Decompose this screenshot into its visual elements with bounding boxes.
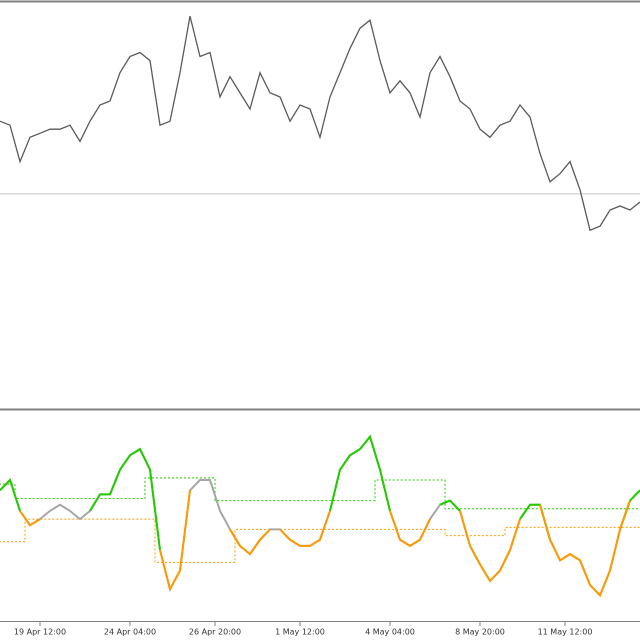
- oscillator-up: [0, 478, 21, 512]
- x-tick-label: 4 May 04:00: [365, 628, 415, 637]
- lower-level: [0, 518, 640, 563]
- oscillator-down: [539, 500, 631, 598]
- oscillator-down: [389, 510, 431, 548]
- oscillator-up: [439, 499, 461, 512]
- oscillator-down: [459, 510, 521, 583]
- x-tick-label: 8 May 20:00: [455, 628, 505, 637]
- oscillator-down: [159, 490, 191, 592]
- oscillator-down: [19, 510, 41, 527]
- price-line: [0, 15, 640, 232]
- x-tick-label: 11 May 12:00: [538, 628, 593, 637]
- x-tick-label: 19 Apr 12:00: [14, 628, 66, 637]
- x-tick-label: 1 May 12:00: [275, 628, 325, 637]
- oscillator-down: [229, 528, 271, 556]
- x-tick-label: 24 Apr 04:00: [104, 628, 156, 637]
- oscillator-down: [279, 510, 331, 547]
- x-tick-label: 26 Apr 20:00: [189, 628, 241, 637]
- oscillator-up: [329, 434, 391, 512]
- oscillator-up: [89, 447, 161, 551]
